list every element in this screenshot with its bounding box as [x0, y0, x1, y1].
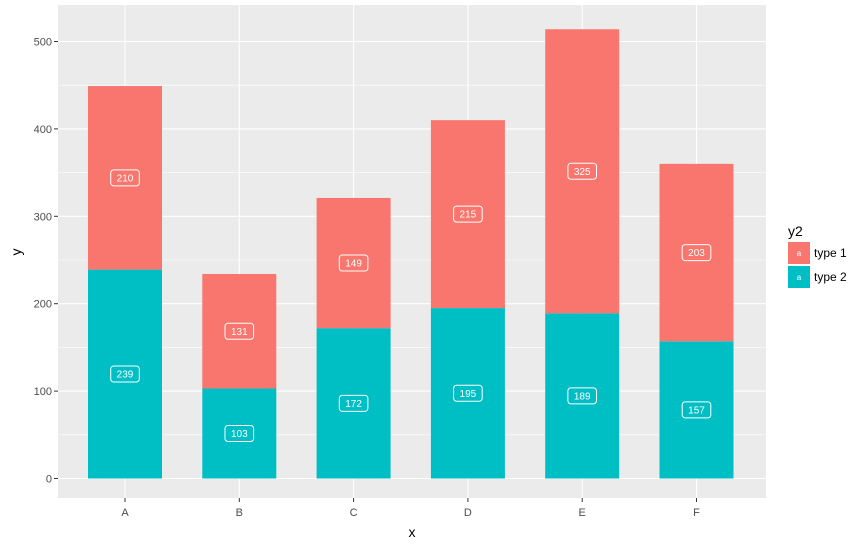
y-tick-label: 500: [34, 37, 52, 49]
data-label-box: [110, 169, 140, 187]
data-label-text: 189: [574, 392, 591, 403]
y-tick-label: 400: [34, 124, 52, 136]
data-label-text: 195: [460, 389, 477, 400]
grid-minor: [58, 84, 766, 436]
legend-key: [788, 266, 810, 288]
legend-title: y2: [788, 223, 803, 239]
x-tick-label: C: [350, 507, 358, 519]
data-label: 172: [338, 394, 369, 412]
data-label-box: [453, 205, 483, 223]
legend-label: type 2: [814, 270, 847, 284]
legend-label: type 1: [814, 246, 847, 260]
data-label-box: [110, 365, 140, 383]
legend-key: [788, 242, 810, 264]
data-label: 157: [681, 401, 712, 419]
data-label: 195: [453, 384, 483, 402]
data-label-text: 215: [460, 210, 477, 221]
data-label-box: [224, 424, 255, 442]
data-label-text: 157: [688, 405, 705, 416]
y-tick-label: 0: [46, 474, 52, 486]
legend-item: a type 2: [788, 266, 847, 288]
y-axis-title: y: [8, 249, 24, 256]
data-label-text: 325: [574, 167, 591, 178]
data-labels: 239 210 103 131 172 149 195 215 189 325 157 203: [110, 162, 712, 442]
legend-key-letter: a: [797, 249, 802, 258]
x-axis: A B C D E F: [121, 498, 700, 519]
data-label-text: 131: [231, 327, 248, 338]
data-label: 149: [338, 254, 369, 272]
legend-item: a type 1: [788, 242, 847, 264]
plot-panel: [58, 5, 766, 498]
y-tick-label: 300: [34, 211, 52, 223]
data-label-box: [338, 394, 369, 412]
x-tick-label: D: [464, 507, 472, 519]
x-tick-label: B: [236, 507, 243, 519]
data-label-box: [567, 162, 598, 180]
data-label-text: 172: [345, 399, 362, 410]
y-axis: 0 100 200 300 400 500: [34, 37, 58, 486]
data-label: 203: [681, 244, 712, 262]
data-label-box: [681, 244, 712, 262]
data-label: 215: [453, 205, 483, 223]
data-label-text: 149: [345, 259, 362, 270]
y-tick-label: 200: [34, 299, 52, 311]
data-label-text: 210: [117, 173, 134, 184]
legend-key-letter: a: [797, 273, 802, 282]
data-label: 189: [567, 387, 598, 405]
data-label-box: [567, 387, 598, 405]
data-label: 239: [110, 365, 140, 383]
y-tick-label: 100: [34, 386, 52, 398]
data-label-text: 203: [688, 248, 705, 259]
data-label-box: [338, 254, 369, 272]
data-label: 131: [224, 322, 255, 340]
data-label: 325: [567, 162, 598, 180]
data-label-box: [453, 384, 483, 402]
data-label: 103: [224, 424, 255, 442]
data-label-text: 103: [231, 429, 248, 440]
data-label-box: [224, 322, 255, 340]
data-label-text: 239: [117, 370, 134, 381]
data-label-box: [681, 401, 712, 419]
data-label: 210: [110, 169, 140, 187]
x-tick-label: F: [693, 507, 700, 519]
legend: y2 a type 1 a type 2: [788, 223, 847, 288]
x-tick-label: E: [579, 507, 586, 519]
x-tick-label: A: [121, 507, 129, 519]
x-axis-title: x: [409, 524, 416, 540]
